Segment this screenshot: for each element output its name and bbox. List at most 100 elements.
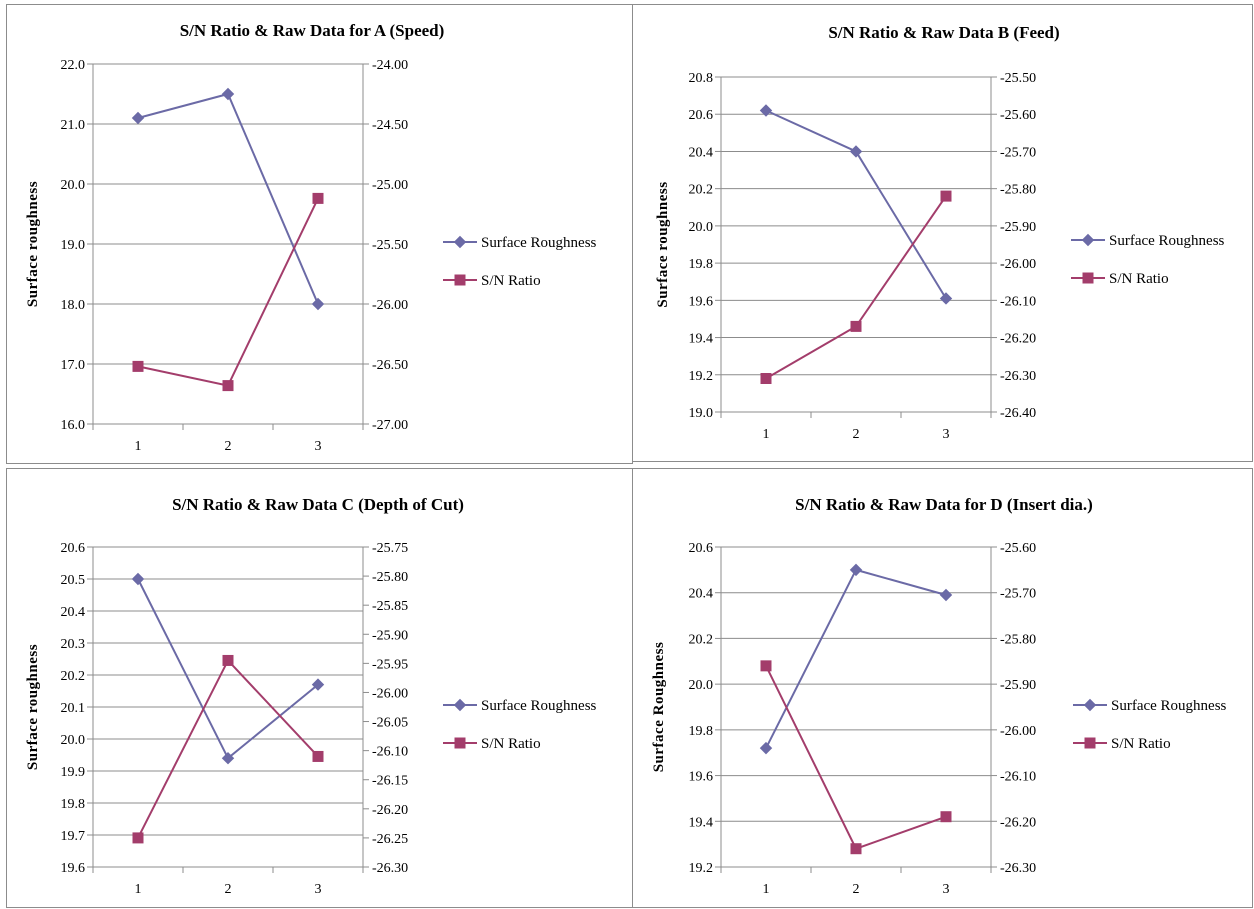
y2-tick-label: -25.00 bbox=[372, 178, 408, 193]
chart-title: S/N Ratio & Raw Data for A (Speed) bbox=[180, 21, 445, 40]
y-tick-label: 19.2 bbox=[689, 369, 714, 384]
y2-tick-label: -25.70 bbox=[1000, 145, 1036, 160]
y2-tick-label: -27.00 bbox=[372, 418, 408, 433]
y-tick-label: 19.6 bbox=[689, 294, 714, 309]
y2-tick-label: -25.90 bbox=[1000, 678, 1036, 693]
chart-title: S/N Ratio & Raw Data B (Feed) bbox=[828, 23, 1059, 42]
surface-roughness-line bbox=[765, 109, 947, 299]
surface-roughness-point bbox=[759, 741, 773, 755]
surface-roughness-point bbox=[131, 111, 145, 125]
sn-ratio-point bbox=[850, 320, 862, 332]
chart-panel-d: S/N Ratio & Raw Data for D (Insert dia.)… bbox=[632, 468, 1253, 908]
x-tick-label: 2 bbox=[225, 882, 232, 897]
y-tick-label: 20.3 bbox=[61, 637, 86, 652]
y-tick-label: 20.0 bbox=[689, 678, 714, 693]
y2-tick-label: -25.75 bbox=[372, 541, 408, 556]
sn-ratio-point bbox=[222, 654, 234, 666]
chart-svg-b: S/N Ratio & Raw Data B (Feed) Surface rou… bbox=[655, 23, 1225, 442]
y-tick-label: 20.4 bbox=[61, 605, 86, 620]
y2-tick-label: -25.50 bbox=[372, 238, 408, 253]
legend-label: Surface Roughness bbox=[1109, 233, 1225, 249]
y-axis-label: Surface Roughness bbox=[651, 642, 667, 773]
y2-tick-label: -26.20 bbox=[1000, 815, 1036, 830]
y2-tick-label: -26.30 bbox=[1000, 369, 1036, 384]
y2-tick-label: -26.10 bbox=[1000, 294, 1036, 309]
y-tick-label: 19.4 bbox=[689, 815, 714, 830]
chart-panel-a: S/N Ratio & Raw Data for A (Speed) Surfac… bbox=[6, 4, 633, 464]
sn-ratio-point bbox=[132, 360, 144, 372]
y-tick-label: 20.2 bbox=[689, 632, 714, 647]
legend-label: S/N Ratio bbox=[481, 736, 541, 752]
y-tick-label: 20.6 bbox=[689, 541, 714, 556]
legend-label: S/N Ratio bbox=[1109, 271, 1169, 287]
surface-roughness-point bbox=[221, 751, 235, 765]
y2-tick-label: -26.30 bbox=[1000, 861, 1036, 876]
sn-ratio-point bbox=[760, 373, 772, 384]
surface-roughness-point bbox=[849, 145, 863, 158]
surface-roughness-point bbox=[939, 292, 953, 305]
y-tick-label: 22.0 bbox=[61, 58, 86, 73]
y-tick-label: 20.4 bbox=[689, 145, 714, 160]
y2-tick-label: -26.20 bbox=[1000, 332, 1036, 347]
y2-tick-label: -25.60 bbox=[1000, 108, 1036, 123]
legend-label: S/N Ratio bbox=[481, 273, 541, 289]
sn-ratio-line bbox=[765, 195, 947, 380]
legend-swatch-diamond-icon bbox=[1081, 233, 1095, 247]
y2-tick-label: -26.30 bbox=[372, 861, 408, 876]
surface-roughness-point bbox=[311, 678, 325, 691]
y2-tick-label: -25.90 bbox=[1000, 220, 1036, 235]
y2-tick-label: -26.25 bbox=[372, 832, 408, 847]
y-tick-label: 20.1 bbox=[61, 701, 86, 716]
y-tick-label: 20.8 bbox=[689, 71, 714, 86]
x-tick-label: 3 bbox=[315, 439, 322, 454]
sn-ratio-point bbox=[312, 192, 324, 204]
y-tick-label: 20.0 bbox=[61, 733, 86, 748]
y-tick-label: 19.7 bbox=[61, 829, 86, 844]
surface-roughness-point bbox=[939, 588, 953, 602]
x-tick-label: 1 bbox=[135, 882, 142, 897]
y2-tick-label: -25.90 bbox=[372, 628, 408, 643]
x-tick-label: 2 bbox=[853, 427, 860, 442]
x-tick-label: 3 bbox=[315, 882, 322, 897]
y-tick-label: 19.8 bbox=[61, 797, 86, 812]
legend-swatch-diamond-icon bbox=[453, 698, 467, 712]
y-tick-label: 20.2 bbox=[61, 669, 86, 684]
y-tick-label: 19.8 bbox=[689, 724, 714, 739]
sn-ratio-point bbox=[940, 190, 952, 202]
y2-tick-label: -25.85 bbox=[372, 599, 408, 614]
y2-tick-label: -26.05 bbox=[372, 716, 408, 731]
surface-roughness-point bbox=[311, 297, 325, 311]
y-tick-label: 20.5 bbox=[61, 573, 86, 588]
y2-tick-label: -26.10 bbox=[1000, 770, 1036, 785]
y-tick-label: 19.0 bbox=[61, 238, 86, 253]
legend-swatch-square-icon bbox=[1082, 272, 1094, 284]
legend-label: S/N Ratio bbox=[1111, 736, 1171, 752]
y-tick-label: 20.6 bbox=[61, 541, 86, 556]
surface-roughness-line bbox=[137, 578, 319, 760]
sn-ratio-point bbox=[760, 660, 772, 672]
y2-tick-label: -24.00 bbox=[372, 58, 408, 73]
y2-tick-label: -26.15 bbox=[372, 774, 408, 789]
y2-tick-label: -24.50 bbox=[372, 118, 408, 133]
y2-tick-label: -26.00 bbox=[372, 298, 408, 313]
legend-swatch-square-icon bbox=[454, 737, 466, 749]
legend-label: Surface Roughness bbox=[481, 698, 597, 714]
y-tick-label: 20.6 bbox=[689, 108, 714, 123]
legend-label: Surface Roughness bbox=[1111, 698, 1227, 714]
chart-panel-b: S/N Ratio & Raw Data B (Feed) Surface rou… bbox=[632, 4, 1253, 462]
surface-roughness-point bbox=[849, 563, 863, 577]
y2-tick-label: -25.80 bbox=[1000, 632, 1036, 647]
legend-swatch-square-icon bbox=[454, 274, 466, 286]
y2-tick-label: -25.60 bbox=[1000, 541, 1036, 556]
y-tick-label: 19.4 bbox=[689, 332, 714, 347]
y-tick-label: 16.0 bbox=[61, 418, 86, 433]
chart-svg-c: S/N Ratio & Raw Data C (Depth of Cut) Sur… bbox=[25, 495, 597, 897]
x-tick-label: 2 bbox=[853, 882, 860, 897]
y-tick-label: 19.6 bbox=[61, 861, 86, 876]
chart-title: S/N Ratio & Raw Data for D (Insert dia.) bbox=[795, 495, 1093, 514]
sn-ratio-line bbox=[137, 658, 319, 839]
sn-ratio-point bbox=[132, 832, 144, 844]
y2-tick-label: -26.20 bbox=[372, 803, 408, 818]
sn-ratio-point bbox=[850, 843, 862, 855]
y-axis-label: Surface roughness bbox=[655, 181, 671, 307]
